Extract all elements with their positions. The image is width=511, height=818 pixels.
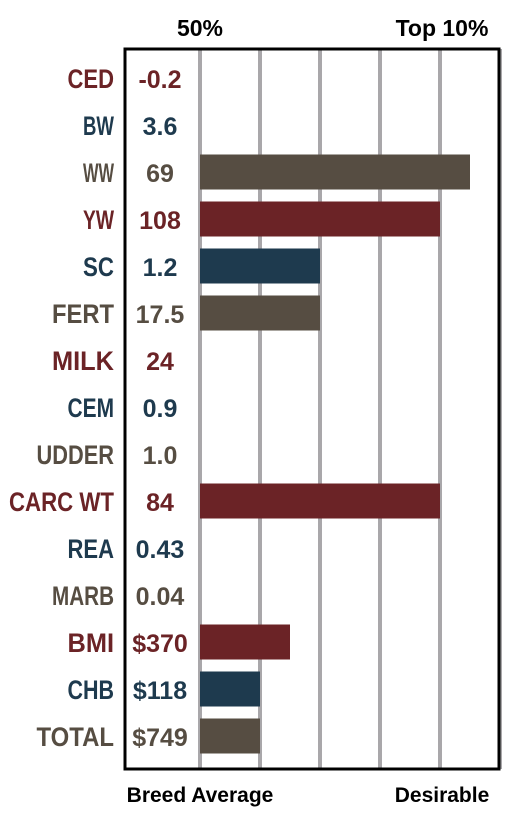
trait-label: REA xyxy=(68,534,115,564)
bar-ww xyxy=(200,154,470,190)
trait-label: UDDER xyxy=(37,440,115,470)
epd-value: 1.2 xyxy=(143,254,178,282)
epd-value: 1.0 xyxy=(143,442,178,470)
epd-value: 69 xyxy=(146,160,174,188)
footer-breed-average: Breed Average xyxy=(127,784,274,807)
bar-sc xyxy=(200,248,320,284)
epd-value: 3.6 xyxy=(143,113,178,141)
epd-value: 108 xyxy=(139,207,181,235)
epd-value: $749 xyxy=(132,724,188,752)
trait-label: CEM xyxy=(68,393,115,423)
bar-bmi xyxy=(200,624,290,660)
labels: CED -0.2 BW 3.6 WW 69 YW 108 SC 1.2 FERT 17.5 MILK 24… xyxy=(9,64,188,752)
trait-label: CED xyxy=(68,64,115,94)
epd-value: 0.43 xyxy=(136,536,185,564)
header-50-percent: 50% xyxy=(177,15,223,41)
epd-value: 0.04 xyxy=(136,583,185,611)
header-top-10-percent: Top 10% xyxy=(396,15,489,41)
trait-label: CHB xyxy=(68,675,115,705)
bar-carc-wt xyxy=(200,483,440,519)
trait-label: CARC WT xyxy=(9,487,114,517)
trait-label: TOTAL xyxy=(37,722,115,752)
trait-label: SC xyxy=(83,252,114,282)
epd-value: 17.5 xyxy=(136,301,185,329)
bar-total xyxy=(200,718,260,754)
bars xyxy=(200,154,470,754)
bar-chb xyxy=(200,671,260,707)
epd-value: 84 xyxy=(146,489,174,517)
trait-label: MILK xyxy=(52,346,114,376)
trait-label: WW xyxy=(83,158,114,188)
epd-value: 24 xyxy=(146,348,174,376)
trait-label: FERT xyxy=(52,299,114,329)
chart-frame xyxy=(123,47,501,771)
trait-label: YW xyxy=(83,205,114,235)
epd-value: -0.2 xyxy=(138,66,181,94)
epd-value: $370 xyxy=(132,630,188,658)
trait-label: MARB xyxy=(52,581,114,611)
bar-fert xyxy=(200,295,320,331)
bar-yw xyxy=(200,201,440,237)
epd-value: 0.9 xyxy=(143,395,178,423)
epd-value: $118 xyxy=(133,677,187,705)
trait-label: BW xyxy=(83,111,114,141)
trait-label: BMI xyxy=(68,628,115,658)
footer-desirable: Desirable xyxy=(395,784,490,807)
